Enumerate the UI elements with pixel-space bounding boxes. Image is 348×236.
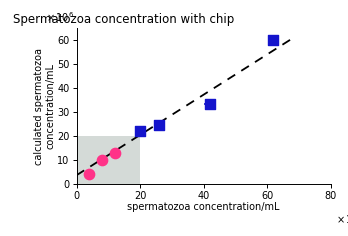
X-axis label: spermatozoa concentration/mL: spermatozoa concentration/mL xyxy=(127,202,280,212)
Point xyxy=(207,102,213,106)
Point xyxy=(86,173,92,176)
Point xyxy=(137,130,143,133)
Y-axis label: calculated spermatozoa
concentration/mL: calculated spermatozoa concentration/mL xyxy=(34,48,56,165)
Text: Spermatozoa concentration with chip: Spermatozoa concentration with chip xyxy=(13,13,234,26)
Text: $\times\,10^6$: $\times\,10^6$ xyxy=(336,212,348,226)
Point xyxy=(112,151,117,155)
Text: $\times\,10^6$: $\times\,10^6$ xyxy=(46,10,74,24)
Point xyxy=(271,38,276,42)
Point xyxy=(156,123,162,127)
Point xyxy=(99,158,105,162)
Bar xyxy=(77,136,140,184)
